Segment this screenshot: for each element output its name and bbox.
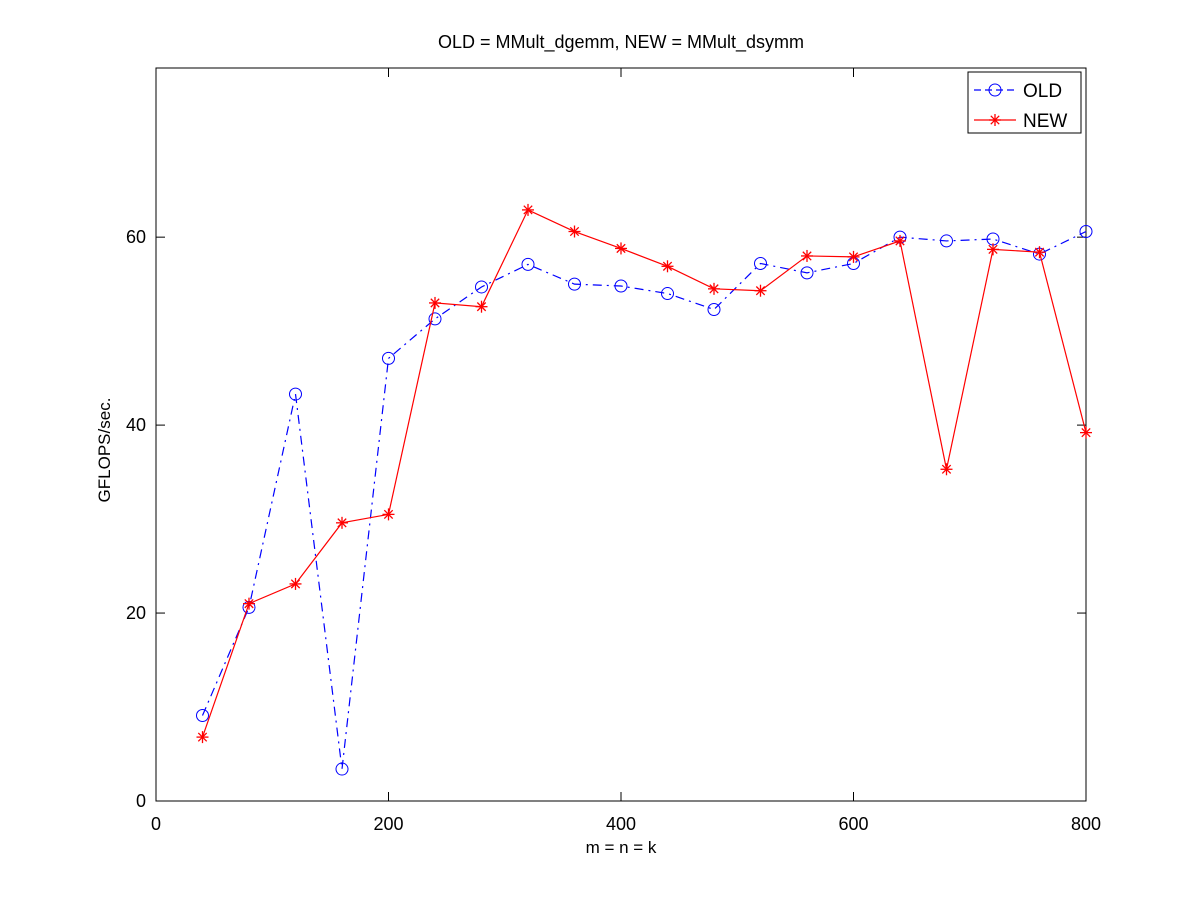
legend-marker-new	[989, 114, 1001, 126]
series-point-new-160	[336, 516, 348, 529]
series-point-new-720	[987, 243, 999, 256]
series-point-old-200	[382, 351, 395, 365]
series-point-old-40	[196, 708, 209, 722]
series-point-new-480	[708, 282, 720, 295]
x-tick-label-200: 200	[373, 814, 403, 834]
series-point-new-120	[289, 577, 302, 590]
series-point-old-320	[521, 257, 535, 271]
series-point-new-400	[615, 242, 627, 255]
legend-label-old: OLD	[1023, 81, 1062, 102]
series-point-old-280	[475, 280, 488, 294]
series-point-old-680	[940, 234, 953, 248]
series-point-new-240	[429, 296, 441, 309]
x-tick-label-600: 600	[838, 814, 868, 834]
series-point-new-40	[196, 731, 209, 744]
series-point-new-80	[243, 597, 255, 610]
series-point-new-600	[847, 250, 860, 263]
series-point-old-240	[428, 312, 442, 326]
y-tick-label-20: 20	[126, 603, 146, 623]
series-point-old-360	[568, 277, 581, 291]
series-point-new-360	[568, 225, 581, 238]
legend: OLD NEW	[967, 71, 1082, 134]
series-line-old	[201, 230, 1087, 770]
series-point-new-520	[754, 284, 767, 297]
y-tick-label-40: 40	[126, 415, 146, 435]
series-point-new-680	[940, 463, 953, 476]
series-point-old-560	[800, 266, 814, 280]
y-tick-label-60: 60	[126, 227, 146, 247]
series-point-old-480	[707, 303, 721, 317]
series-point-new-440	[661, 260, 674, 273]
legend-box	[967, 71, 1082, 134]
series-line-new	[201, 209, 1087, 738]
series-point-old-120	[289, 387, 302, 401]
plot-area: 0 200 400 600 800 0 20 40 60	[126, 67, 1101, 834]
series-point-old-800	[1079, 225, 1093, 239]
chart-title: OLD = MMult_dgemm, NEW = MMult_dsymm	[438, 32, 804, 53]
series-point-old-160	[335, 762, 349, 776]
series-point-new-760	[1033, 246, 1046, 259]
series-point-new-280	[475, 300, 488, 313]
series-point-old-440	[661, 287, 674, 301]
x-tick-label-400: 400	[606, 814, 636, 834]
legend-marker-old	[988, 83, 1002, 97]
x-tick-label-0: 0	[151, 814, 161, 834]
series-point-new-200	[382, 508, 395, 521]
x-tick-label-800: 800	[1071, 814, 1101, 834]
y-tick-label-0: 0	[136, 791, 146, 811]
series-point-old-400	[614, 279, 628, 293]
legend-label-new: NEW	[1023, 111, 1067, 132]
series-point-new-800	[1080, 426, 1092, 439]
series-point-new-320	[522, 203, 534, 216]
y-axis-title: GFLOPS/sec.	[95, 398, 114, 503]
x-axis-title: m = n = k	[586, 838, 657, 857]
series-point-new-640	[894, 234, 906, 247]
series-point-old-520	[754, 256, 767, 270]
series-point-new-560	[801, 249, 813, 262]
plot-frame	[155, 67, 1087, 802]
